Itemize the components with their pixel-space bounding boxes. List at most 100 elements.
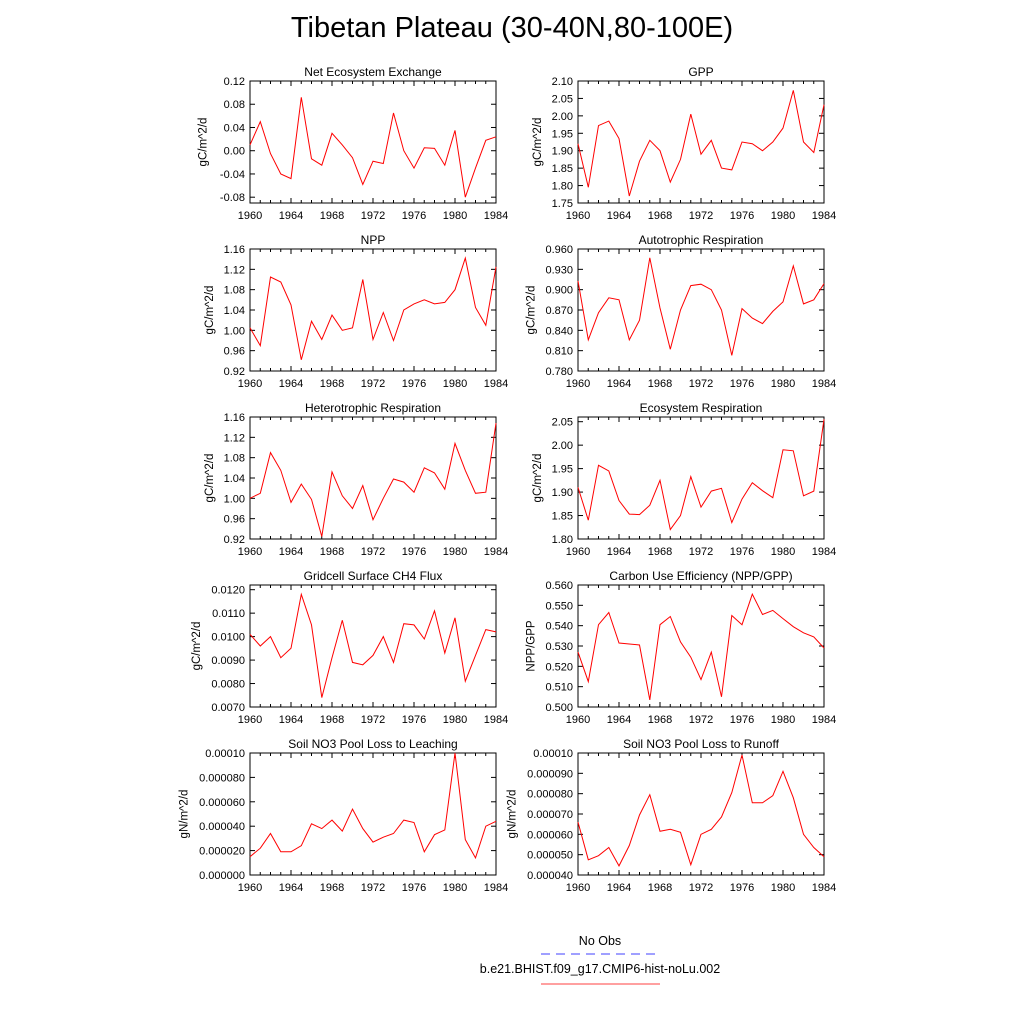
y-tick-label: 0.500 (545, 702, 573, 714)
x-tick-label: 1972 (361, 546, 385, 558)
x-tick-label: 1972 (689, 882, 713, 894)
chart-title: Autotrophic Respiration (639, 233, 764, 247)
plot-frame (577, 80, 825, 204)
y-tick-label: 1.16 (224, 412, 245, 424)
y-axis-label: gC/m^2/d (204, 454, 216, 503)
y-tick-label: 0.960 (545, 244, 573, 256)
x-tick-label: 1972 (361, 378, 385, 390)
y-tick-label: 0.00010 (205, 748, 245, 760)
y-tick-label: 0.96 (224, 346, 245, 358)
y-axis-label: gC/m^2/d (191, 622, 203, 671)
y-tick-label: 0.0100 (211, 632, 245, 644)
y-tick-label: 0.520 (545, 661, 573, 673)
y-axis-label: gN/m^2/d (179, 790, 191, 839)
x-tick-label: 1968 (320, 714, 344, 726)
y-tick-label: 2.05 (552, 417, 573, 429)
y-tick-label: 0.780 (545, 366, 573, 378)
x-tick-label: 1984 (484, 378, 508, 390)
x-tick-label: 1984 (812, 882, 836, 894)
x-tick-label: 1980 (771, 882, 795, 894)
series-line-1 (249, 256, 497, 360)
x-tick-label: 1972 (361, 714, 385, 726)
x-tick-label: 1972 (689, 714, 713, 726)
x-tick-label: 1960 (238, 714, 262, 726)
y-tick-label: 1.95 (552, 128, 573, 140)
series-line-1 (577, 419, 825, 531)
y-tick-label: 1.12 (224, 432, 245, 444)
chart-panel-7: Gridcell Surface CH4 Flux 1960 1964 1968 197… (191, 569, 508, 726)
y-tick-label: 0.840 (545, 325, 573, 337)
y-tick-label: 1.85 (552, 163, 573, 175)
y-axis-label: gC/m^2/d (198, 118, 210, 167)
y-tick-label: 1.08 (224, 285, 245, 297)
x-tick-label: 1976 (402, 378, 426, 390)
chart-title: GPP (688, 65, 713, 79)
x-tick-label: 1980 (443, 714, 467, 726)
plot-frame (249, 752, 497, 876)
y-tick-label: 1.90 (552, 146, 573, 158)
y-axis-label: gN/m^2/d (507, 790, 519, 839)
y-axis-label: NPP/GPP (526, 620, 538, 671)
x-tick-label: 1960 (566, 378, 590, 390)
y-tick-label: 1.80 (552, 181, 573, 193)
y-tick-label: 0.12 (224, 76, 245, 88)
chart-panel-5: Heterotrophic Respiration 1960 1964 1968 197… (204, 401, 508, 558)
chart-panel-1: Net Ecosystem Exchange 1960 1964 1968 1972 19… (198, 65, 509, 222)
y-tick-label: 1.16 (224, 244, 245, 256)
x-tick-label: 1976 (402, 882, 426, 894)
chart-panel-10: Soil NO3 Pool Loss to Runoff 1960 1964 1968… (507, 737, 837, 894)
x-tick-label: 1964 (279, 546, 303, 558)
chart-panel-8: Carbon Use Efficiency (NPP/GPP) 1960 1964 1… (526, 569, 837, 726)
y-tick-label: 0.0080 (211, 679, 245, 691)
chart-title: Carbon Use Efficiency (NPP/GPP) (609, 569, 792, 583)
chart-title: Gridcell Surface CH4 Flux (304, 569, 443, 583)
chart-title: Soil NO3 Pool Loss to Runoff (623, 737, 780, 751)
series-line-1 (577, 592, 825, 700)
y-tick-label: 0.000000 (199, 870, 245, 882)
y-tick-label: 0.0120 (211, 585, 245, 597)
x-tick-label: 1976 (730, 210, 754, 222)
y-tick-label: 0.04 (224, 122, 245, 134)
x-tick-label: 1960 (566, 546, 590, 558)
series-line-1 (577, 257, 825, 356)
chart-panel-4: Autotrophic Respiration 1960 1964 1968 1972 1… (526, 233, 837, 390)
chart-title: Net Ecosystem Exchange (304, 65, 442, 79)
plot-frame (577, 248, 825, 372)
series-line-1 (577, 754, 825, 867)
x-tick-label: 1980 (771, 378, 795, 390)
x-tick-label: 1964 (279, 210, 303, 222)
plot-frame (249, 80, 497, 204)
y-tick-label: 0.0090 (211, 655, 245, 667)
y-tick-label: 0.000070 (527, 809, 573, 821)
y-axis-label: gC/m^2/d (526, 286, 538, 335)
x-tick-label: 1976 (402, 714, 426, 726)
x-tick-label: 1972 (689, 378, 713, 390)
x-tick-label: 1960 (238, 378, 262, 390)
x-tick-label: 1968 (320, 546, 344, 558)
y-tick-label: 0.000080 (199, 772, 245, 784)
y-tick-label: 1.85 (552, 511, 573, 523)
x-tick-label: 1960 (238, 546, 262, 558)
y-tick-label: 0.0110 (212, 608, 245, 620)
x-tick-label: 1980 (443, 546, 467, 558)
x-tick-label: 1964 (279, 378, 303, 390)
y-tick-label: 0.000050 (527, 850, 573, 862)
y-tick-label: 0.000060 (527, 829, 573, 841)
y-tick-label: 0.92 (224, 534, 245, 546)
y-tick-label: 0.08 (224, 99, 245, 111)
y-tick-label: -0.04 (220, 169, 245, 181)
x-tick-label: 1972 (689, 546, 713, 558)
y-tick-label: 1.75 (552, 198, 573, 210)
x-tick-label: 1964 (607, 882, 631, 894)
y-tick-label: 0.900 (545, 285, 573, 297)
x-tick-label: 1984 (812, 546, 836, 558)
y-tick-label: 0.000090 (527, 768, 573, 780)
x-tick-label: 1964 (607, 210, 631, 222)
y-tick-label: 0.000040 (527, 870, 573, 882)
x-tick-label: 1972 (361, 210, 385, 222)
x-tick-label: 1984 (484, 882, 508, 894)
chart-title: NPP (361, 233, 386, 247)
y-tick-label: -0.08 (220, 192, 245, 204)
x-tick-label: 1980 (443, 882, 467, 894)
